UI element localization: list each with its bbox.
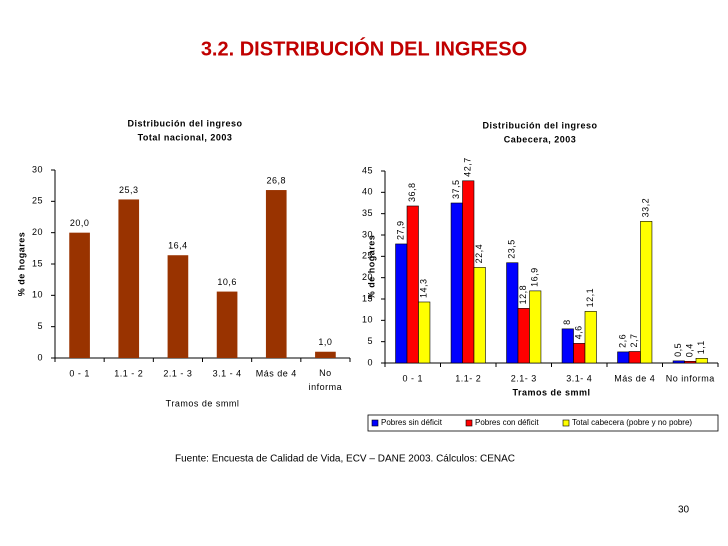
value-label: 1,1 bbox=[696, 340, 706, 354]
y-axis-title: % de hogares bbox=[366, 235, 376, 300]
bar bbox=[640, 221, 653, 364]
x-tick-label: Más de 4 bbox=[614, 373, 655, 383]
x-tick-label: 0 - 1 bbox=[69, 368, 90, 378]
x-axis-title: Tramos de smml bbox=[166, 398, 240, 408]
value-label: 42,7 bbox=[463, 157, 473, 177]
page-title: 3.2. DISTRIBUCIÓN DEL INGRESO bbox=[201, 36, 527, 60]
legend-label: Pobres con déficit bbox=[475, 418, 539, 427]
y-tick-label: 15 bbox=[362, 293, 373, 303]
legend-swatch bbox=[562, 419, 570, 427]
value-label: 10,6 bbox=[217, 277, 237, 287]
x-tick-label: 3.1- 4 bbox=[566, 373, 592, 383]
bar bbox=[561, 328, 574, 364]
x-tick-label: No informa bbox=[309, 368, 343, 392]
chart-title: Distribución del ingreso bbox=[127, 118, 242, 128]
value-label: 12,1 bbox=[585, 288, 595, 308]
value-label: 8 bbox=[562, 319, 572, 325]
y-tick-label: 40 bbox=[362, 187, 373, 197]
bar bbox=[406, 205, 419, 364]
source-note: Fuente: Encuesta de Calidad de Vida, ECV… bbox=[175, 454, 515, 465]
chart-subtitle: Total nacional, 2003 bbox=[138, 132, 233, 142]
bar bbox=[517, 308, 530, 364]
value-label: 20,0 bbox=[70, 218, 90, 228]
value-label: 16,9 bbox=[530, 267, 540, 287]
value-label: 33,2 bbox=[641, 198, 651, 218]
value-label: 4,6 bbox=[574, 325, 584, 339]
x-tick-label: Más de 4 bbox=[256, 368, 297, 378]
legend-swatch bbox=[465, 419, 473, 427]
value-label: 2,7 bbox=[629, 333, 639, 347]
value-label: 0,4 bbox=[685, 343, 695, 357]
value-label: 1,0 bbox=[318, 337, 332, 347]
y-tick-label: 5 bbox=[367, 336, 373, 346]
chart-title: Distribución del ingreso bbox=[482, 120, 597, 130]
y-tick-label: 30 bbox=[362, 229, 373, 239]
value-label: 37,5 bbox=[451, 179, 461, 199]
y-tick-label: 20 bbox=[32, 227, 43, 237]
value-label: 16,4 bbox=[168, 241, 188, 251]
page-number: 30 bbox=[678, 505, 690, 516]
bar bbox=[418, 301, 431, 364]
x-tick-label: 3.1 - 4 bbox=[213, 368, 242, 378]
value-label: 26,8 bbox=[266, 175, 286, 185]
value-label: 2,6 bbox=[618, 334, 628, 348]
bar bbox=[315, 351, 336, 358]
bar bbox=[216, 291, 238, 358]
y-tick-label: 20 bbox=[362, 272, 373, 282]
y-tick-label: 15 bbox=[32, 258, 43, 268]
chart-subtitle: Cabecera, 2003 bbox=[504, 134, 577, 144]
bar bbox=[462, 180, 475, 364]
x-tick-label: 2.1- 3 bbox=[511, 373, 537, 383]
bar bbox=[529, 290, 542, 364]
legend-swatch bbox=[371, 419, 379, 427]
bar bbox=[506, 262, 519, 364]
value-label: 36,8 bbox=[407, 182, 417, 202]
y-tick-label: 10 bbox=[362, 315, 373, 325]
legend-box bbox=[367, 414, 719, 432]
bar bbox=[628, 351, 641, 364]
value-label: 27,9 bbox=[396, 220, 406, 240]
value-label: 22,4 bbox=[474, 244, 484, 264]
bar bbox=[118, 199, 140, 358]
x-axis-title: Tramos de smml bbox=[512, 387, 590, 397]
bar bbox=[684, 360, 697, 364]
bar bbox=[695, 358, 708, 364]
y-tick-label: 0 bbox=[37, 352, 43, 362]
y-tick-label: 25 bbox=[32, 196, 43, 206]
legend-label: Total cabecera (pobre y no pobre) bbox=[572, 418, 692, 427]
bar bbox=[395, 243, 408, 364]
bar bbox=[672, 360, 685, 364]
bar bbox=[265, 190, 287, 358]
bar bbox=[69, 232, 90, 358]
y-tick-label: 0 bbox=[367, 357, 373, 367]
y-tick-label: 35 bbox=[362, 208, 373, 218]
x-tick-label: 1.1 - 2 bbox=[114, 368, 143, 378]
y-tick-label: 45 bbox=[362, 165, 373, 175]
bar bbox=[584, 311, 597, 364]
x-tick-label: 0 - 1 bbox=[402, 373, 423, 383]
bar bbox=[167, 255, 189, 358]
value-label: 14,3 bbox=[419, 278, 429, 298]
y-axis-title: % de hogares bbox=[16, 232, 26, 297]
x-tick-label: 1.1- 2 bbox=[455, 373, 481, 383]
x-tick-label: 2.1 - 3 bbox=[163, 368, 192, 378]
value-label: 0,5 bbox=[673, 343, 683, 357]
value-label: 12,8 bbox=[518, 285, 528, 305]
bar bbox=[617, 351, 630, 364]
value-label: 23,5 bbox=[507, 239, 517, 259]
y-tick-label: 10 bbox=[32, 290, 43, 300]
bar bbox=[473, 267, 486, 364]
y-tick-label: 25 bbox=[362, 251, 373, 261]
bar bbox=[450, 202, 463, 364]
y-tick-label: 30 bbox=[32, 164, 43, 174]
legend-label: Pobres sin déficit bbox=[381, 418, 443, 427]
bar bbox=[573, 343, 586, 364]
value-label: 25,3 bbox=[119, 185, 139, 195]
y-tick-label: 5 bbox=[37, 321, 43, 331]
x-tick-label: No informa bbox=[666, 373, 715, 383]
